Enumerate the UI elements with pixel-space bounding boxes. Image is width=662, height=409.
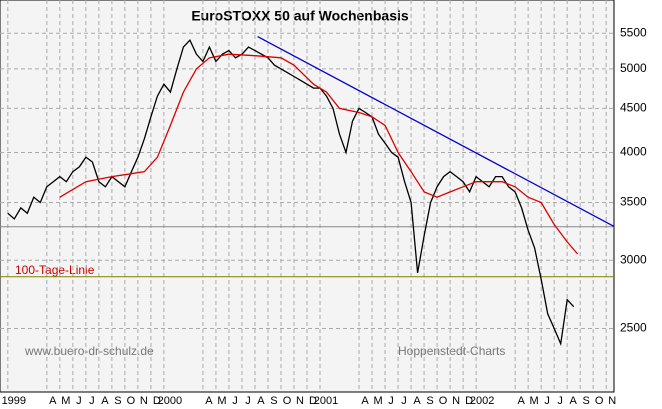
x-tick-label: M [530, 395, 539, 407]
x-tick-label: A [413, 395, 421, 407]
x-tick-label: A [361, 395, 369, 407]
y-tick-label: 2500 [620, 321, 647, 335]
x-tick-label: J [245, 395, 251, 407]
x-tick-label: 2000 [158, 395, 182, 407]
x-tick-label: M [373, 395, 382, 407]
series-line [7, 38, 575, 347]
x-tick-label: J [388, 395, 394, 407]
x-tick-label: N [296, 395, 304, 407]
x-tick-label: O [283, 395, 292, 407]
x-tick-label: S [114, 395, 121, 407]
annotation: www.buero-dr-schulz.de [24, 344, 154, 358]
x-tick-label: S [426, 395, 433, 407]
x-tick-label: 2002 [470, 395, 494, 407]
x-tick-label: O [595, 395, 604, 407]
series-line [257, 36, 615, 227]
chart-title: EuroSTOXX 50 auf Wochenbasis [191, 8, 409, 24]
x-tick-label: S [270, 395, 277, 407]
x-tick-label: N [140, 395, 148, 407]
y-tick-label: 3500 [620, 195, 647, 209]
x-tick-label: O [439, 395, 448, 407]
y-tick-label: 5000 [620, 61, 647, 75]
x-tick-label: M [217, 395, 226, 407]
x-tick-label: 1999 [2, 395, 26, 407]
x-tick-label: D [153, 395, 161, 407]
y-tick-label: 4500 [620, 101, 647, 115]
x-tick-label: A [569, 395, 577, 407]
x-tick-label: 2001 [314, 395, 338, 407]
x-tick-label: J [557, 395, 563, 407]
x-tick-label: J [76, 395, 82, 407]
series-line [59, 53, 579, 255]
x-tick-label: J [544, 395, 550, 407]
x-tick-label: S [583, 395, 590, 407]
y-tick-label: 4000 [620, 145, 647, 159]
annotation: Hoppenstedt-Charts [398, 344, 505, 358]
x-tick-label: A [517, 395, 525, 407]
x-tick-label: N [608, 395, 616, 407]
y-tick-label: 3000 [620, 252, 647, 266]
y-tick-label: 5500 [620, 25, 647, 39]
annotation: 100-Tage-Linie [15, 263, 95, 277]
x-tick-label: A [101, 395, 109, 407]
x-tick-label: J [89, 395, 95, 407]
x-tick-label: A [49, 395, 57, 407]
x-tick-label: A [205, 395, 213, 407]
x-tick-label: O [127, 395, 136, 407]
x-tick-label: J [401, 395, 407, 407]
x-tick-label: N [452, 395, 460, 407]
x-tick-label: A [257, 395, 265, 407]
x-tick-label: J [232, 395, 238, 407]
x-tick-label: M [61, 395, 70, 407]
x-tick-label: D [309, 395, 317, 407]
x-tick-label: D [465, 395, 473, 407]
